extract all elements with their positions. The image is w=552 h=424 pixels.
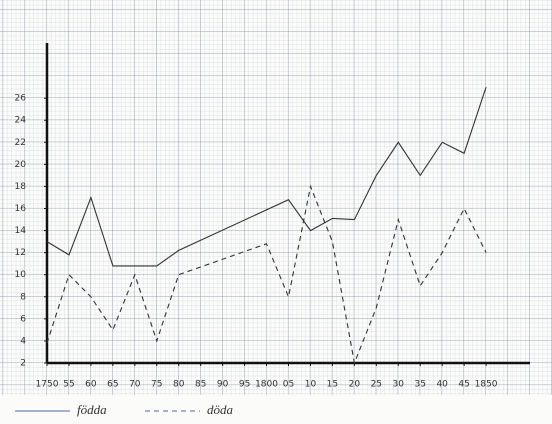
data-line	[46, 86, 487, 267]
x-tick-label: 45	[458, 380, 469, 390]
x-tick-label: 65	[107, 380, 118, 390]
legend-label: döda	[207, 402, 234, 417]
data-line	[46, 184, 487, 365]
x-tick-label: 70	[129, 380, 141, 390]
graph-paper	[0, 0, 552, 395]
x-tick-label: 20	[349, 380, 361, 390]
y-tick-label: 8	[20, 292, 26, 302]
x-tick-label: 1800	[255, 380, 278, 390]
y-tick-label: 12	[15, 248, 26, 258]
x-tick-label: 80	[173, 380, 185, 390]
x-tick-label: 25	[371, 380, 382, 390]
x-tick-label: 30	[393, 380, 405, 390]
y-tick-label: 26	[15, 94, 27, 104]
x-tick-label: 75	[151, 380, 162, 390]
y-tick-label: 2	[20, 359, 26, 369]
x-tick-label: 35	[415, 380, 426, 390]
x-tick-label: 90	[217, 380, 229, 390]
y-tick-label: 14	[15, 226, 27, 236]
y-tick-label: 20	[15, 160, 27, 170]
x-tick-label: 10	[305, 380, 317, 390]
x-tick-label: 55	[63, 380, 74, 390]
y-tick-label: 22	[15, 138, 26, 148]
x-tick-label: 1850	[475, 380, 498, 390]
y-tick-label: 24	[15, 116, 27, 126]
x-tick-label: 40	[436, 380, 448, 390]
y-tick-label: 10	[15, 270, 27, 280]
y-tick-label: 16	[15, 204, 27, 214]
y-tick-label: 6	[20, 314, 26, 324]
legend-label: födda	[77, 402, 107, 417]
y-tick-label: 18	[15, 182, 27, 192]
x-tick-label: 05	[283, 380, 294, 390]
x-tick-label: 1750	[36, 380, 59, 390]
x-tick-label: 95	[239, 380, 250, 390]
y-tick-label: 4	[20, 336, 26, 346]
x-tick-label: 60	[85, 380, 97, 390]
x-tick-label: 85	[195, 380, 206, 390]
x-tick-label: 15	[327, 380, 338, 390]
